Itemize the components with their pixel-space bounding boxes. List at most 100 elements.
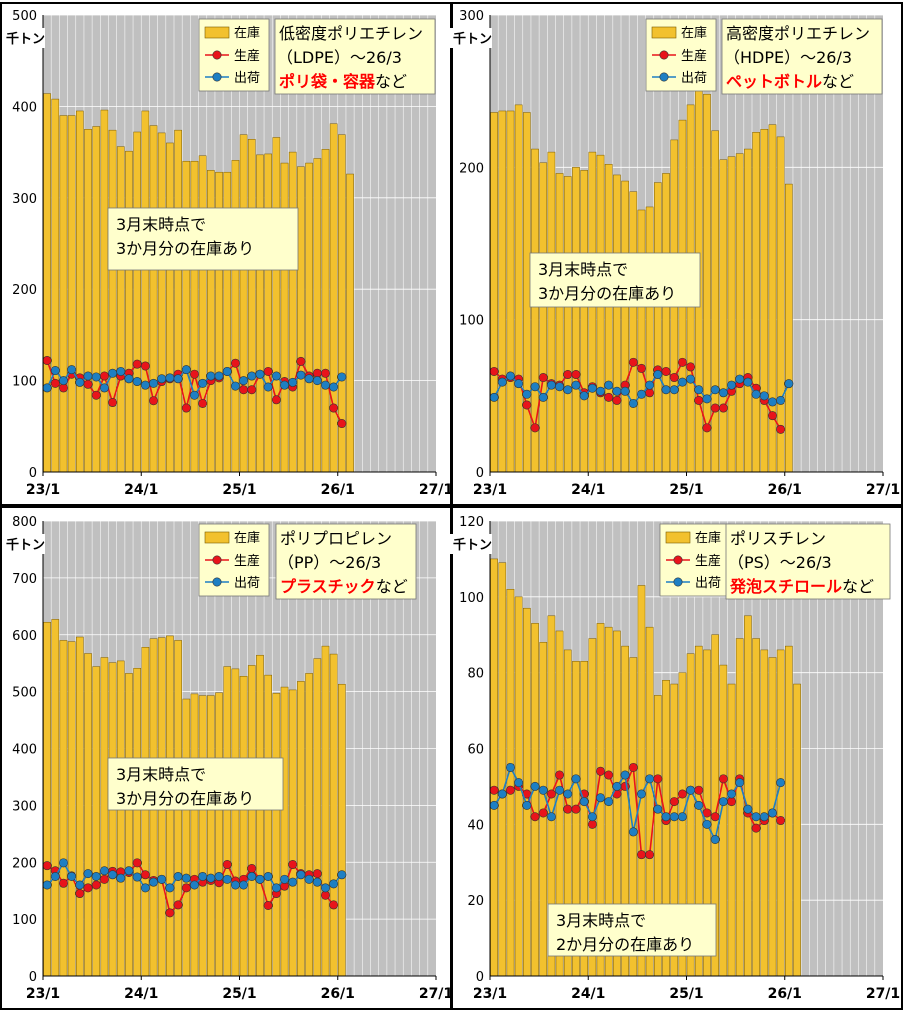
y-tick-label: 200 <box>12 856 37 871</box>
stock-bar <box>43 93 51 473</box>
stock-bar <box>125 673 133 977</box>
stock-bar <box>166 142 174 473</box>
shipment-point <box>99 866 109 876</box>
stock-bar <box>133 668 141 977</box>
shipment-point <box>571 380 581 390</box>
shipment-point <box>198 378 208 388</box>
stock-bar <box>604 164 613 473</box>
shipment-point <box>296 370 306 380</box>
production-point <box>767 411 777 421</box>
stock-bar <box>207 695 215 977</box>
stock-bar <box>613 174 621 473</box>
shipment-point <box>320 883 330 893</box>
unit-label: 千トン <box>453 537 492 553</box>
stock-bar <box>596 154 605 473</box>
x-tick-label: 26/1 <box>321 482 355 498</box>
stock-bar <box>67 641 76 977</box>
production-point <box>140 870 150 880</box>
shipment-point <box>329 382 339 392</box>
shipment-point <box>669 385 679 395</box>
shipment-point <box>718 388 728 398</box>
shipment-point <box>222 874 232 884</box>
shipment-point <box>702 394 712 404</box>
shipment-point <box>149 378 159 388</box>
stock-note-line: 2か月分の在庫あり <box>556 935 694 954</box>
shipment-point <box>546 380 556 390</box>
shipment-point <box>710 834 720 844</box>
production-point <box>669 373 679 383</box>
stock-bar <box>346 173 354 473</box>
production-point <box>271 395 281 405</box>
stock-bar <box>555 173 564 473</box>
stock-bar <box>313 658 322 977</box>
x-tick-label: 26/1 <box>768 986 802 1002</box>
stock-bar <box>735 638 744 977</box>
x-tick-label: 25/1 <box>222 482 256 498</box>
shipment-point <box>58 376 68 386</box>
y-tick-label: 100 <box>12 375 37 390</box>
shipment-point <box>522 800 532 810</box>
stock-bar <box>51 98 60 473</box>
stock-bar <box>288 151 297 473</box>
shipment-point <box>83 371 93 381</box>
product-usage: 発泡スチロールなど <box>729 577 874 596</box>
stock-bar <box>711 130 719 473</box>
y-tick-label: 300 <box>12 799 37 814</box>
stock-bar <box>563 176 572 473</box>
y-tick-label: 500 <box>12 686 37 701</box>
product-usage-suffix: など <box>375 72 407 91</box>
product-usage-highlight: ペットボトル <box>726 72 822 91</box>
shipment-point <box>587 383 597 393</box>
shipment-point <box>497 377 507 387</box>
product-info-box <box>721 18 883 95</box>
shipment-point <box>653 370 663 380</box>
production-point <box>710 812 720 822</box>
shipment-point <box>759 812 769 822</box>
shipment-point <box>587 812 597 822</box>
legend-production-marker <box>659 50 669 60</box>
shipment-point <box>280 874 290 884</box>
production-point <box>337 419 347 429</box>
stock-bar <box>793 683 801 977</box>
product-usage-highlight: プラスチック <box>280 577 376 596</box>
shipment-point <box>727 789 737 799</box>
x-tick-label: 24/1 <box>571 482 605 498</box>
production-point <box>132 359 142 369</box>
shipment-point <box>50 871 60 881</box>
stock-note-box <box>107 207 299 271</box>
production-point <box>628 762 638 772</box>
product-usage-suffix: など <box>376 577 408 596</box>
stock-bar <box>182 698 191 977</box>
legend-stock-swatch <box>204 531 230 544</box>
shipment-point <box>628 827 638 837</box>
stock-bar <box>198 155 207 473</box>
stock-note: 3月末時点で 3か月分の在庫あり <box>107 207 299 271</box>
stock-bar <box>719 664 728 977</box>
shipment-point <box>271 883 281 893</box>
y-tick-label: 400 <box>12 100 37 115</box>
stock-bar <box>744 615 752 977</box>
shipment-point <box>271 371 281 381</box>
stock-bar <box>490 112 498 473</box>
shipment-point <box>661 812 671 822</box>
production-point <box>612 395 622 405</box>
shipment-point <box>288 877 298 887</box>
production-point <box>296 356 306 366</box>
shipment-point <box>198 871 208 881</box>
product-period: （PS）～26/3 <box>728 553 832 572</box>
product-period: （LDPE）～26/3 <box>277 48 402 67</box>
production-point <box>83 379 93 389</box>
x-tick-label: 25/1 <box>669 482 703 498</box>
product-name: ポリスチレン <box>730 529 826 548</box>
legend-stock-swatch <box>651 26 677 39</box>
y-tick-label: 60 <box>467 743 484 758</box>
stock-bar <box>76 110 84 473</box>
stock-bar <box>133 131 141 473</box>
stock-bar <box>141 110 150 473</box>
shipment-point <box>669 812 679 822</box>
unit-label: 千トン <box>453 31 492 47</box>
shipment-point <box>124 866 134 876</box>
stock-bar <box>329 123 338 473</box>
stock-bar <box>141 647 150 977</box>
production-point <box>645 850 655 860</box>
